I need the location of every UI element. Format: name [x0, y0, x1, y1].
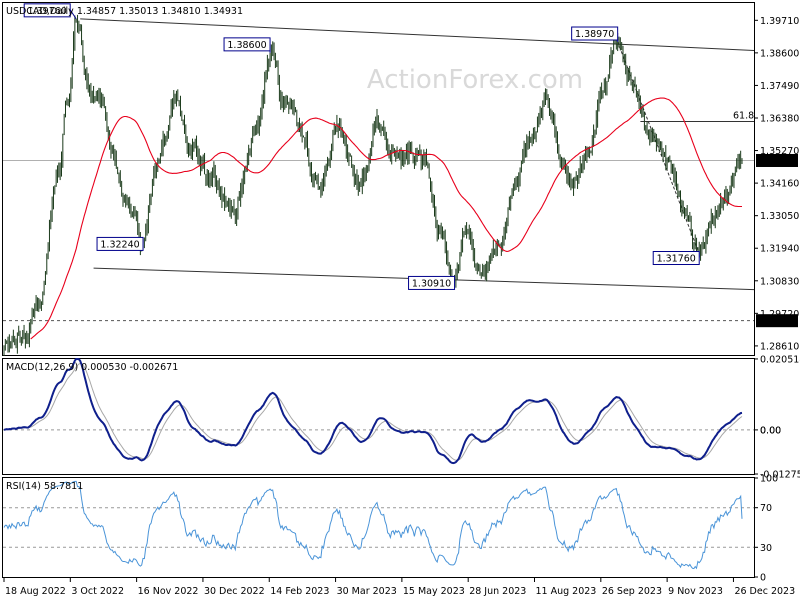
moving-average-line: [30, 97, 742, 340]
annotations: 1.39760 1.38600 1.32240 1.30910 1.38970 1.317…: [23, 3, 798, 436]
x-tick-label: 30 Dec 2022: [204, 586, 265, 597]
rsi-tick-label: 0: [760, 573, 766, 584]
last-price-box: [756, 153, 798, 167]
macd-panel-frame: [2, 358, 755, 475]
x-tick-label: 26 Dec 2023: [734, 586, 795, 597]
macd-panel-title: MACD(12,26,9) 0.000530 -0.002671: [6, 362, 178, 373]
support-label: 1.29470: [759, 316, 798, 327]
annotation-label: 1.38970: [575, 29, 614, 40]
annotation-label: 1.38600: [227, 40, 266, 51]
macd-line: [3, 358, 743, 465]
annotation-label: 1.30910: [412, 278, 451, 289]
x-tick-label: 30 Mar 2023: [337, 586, 397, 597]
fib-label: 61.8: [733, 111, 754, 122]
rsi-panel-frame: [2, 477, 755, 578]
price-tick-label: 1.38600: [760, 48, 799, 59]
rsi-line: [3, 480, 743, 570]
rsi-tick-label: 30: [760, 543, 772, 554]
trendline-upper-channel: [80, 18, 755, 52]
price-tick-label: 1.39710: [760, 16, 799, 27]
price-tick-label: 1.37490: [760, 81, 799, 92]
macd-tick-label: -0.012755: [760, 470, 800, 481]
price-tick-label: 1.33050: [760, 211, 799, 222]
annotation-label-box: [96, 236, 144, 251]
annotation-label-box: [571, 26, 619, 41]
annotation-leader: [69, 9, 77, 20]
watermark: ActionForex.com: [367, 65, 583, 95]
rsi-plot: [3, 480, 754, 570]
price-panel-title: USDCAD,Daily 1.34857 1.35013 1.34810 1.3…: [6, 6, 243, 17]
x-tick-label: 28 Jun 2023: [469, 586, 526, 597]
annotation-label-box: [652, 251, 700, 266]
x-tick-label: 26 Sep 2023: [602, 586, 662, 597]
annotation-label: 1.32240: [100, 239, 139, 250]
macd-value-label: 0.00: [760, 425, 781, 436]
x-tick-label: 14 Feb 2023: [270, 586, 329, 597]
x-tick-label: 9 Nov 2023: [668, 586, 723, 597]
x-tick-label: 11 Aug 2023: [536, 586, 597, 597]
macd-signal-line: [3, 362, 743, 461]
price-panel-frame: [2, 2, 755, 356]
price-plot: [3, 14, 755, 357]
macd-tick-label: 0.020518: [760, 354, 800, 365]
annotation-label: 1.31760: [657, 254, 696, 265]
support-box: [756, 314, 798, 328]
macd-plot: [3, 358, 754, 465]
annotation-label-box: [223, 37, 271, 52]
rsi-panel-title: RSI(14) 58.7811: [6, 481, 83, 492]
x-tick-label: 15 May 2023: [403, 586, 465, 597]
last-price-label: 1.34931: [759, 156, 798, 167]
x-tick-label: 16 Nov 2022: [138, 586, 199, 597]
price-tick-label: 1.34160: [760, 179, 799, 190]
price-tick-label: 1.31940: [760, 244, 799, 255]
price-tick-label: 1.35270: [760, 146, 799, 157]
price-tick-label: 1.36380: [760, 113, 799, 124]
annotation-label: 1.39760: [28, 6, 67, 17]
x-tick-label: 18 Aug 2022: [5, 586, 66, 597]
price-tick-label: 1.30830: [760, 276, 799, 287]
rsi-tick-label: 100: [760, 474, 778, 485]
candles: [3, 14, 743, 357]
annotation-label-box: [408, 275, 456, 290]
price-tick-label: 1.28610: [760, 341, 799, 352]
annotation-label-box: [23, 3, 71, 18]
x-tick-label: 3 Oct 2022: [71, 586, 124, 597]
rsi-tick-label: 70: [760, 503, 772, 514]
macd-tick-label: 0.00: [760, 425, 781, 436]
